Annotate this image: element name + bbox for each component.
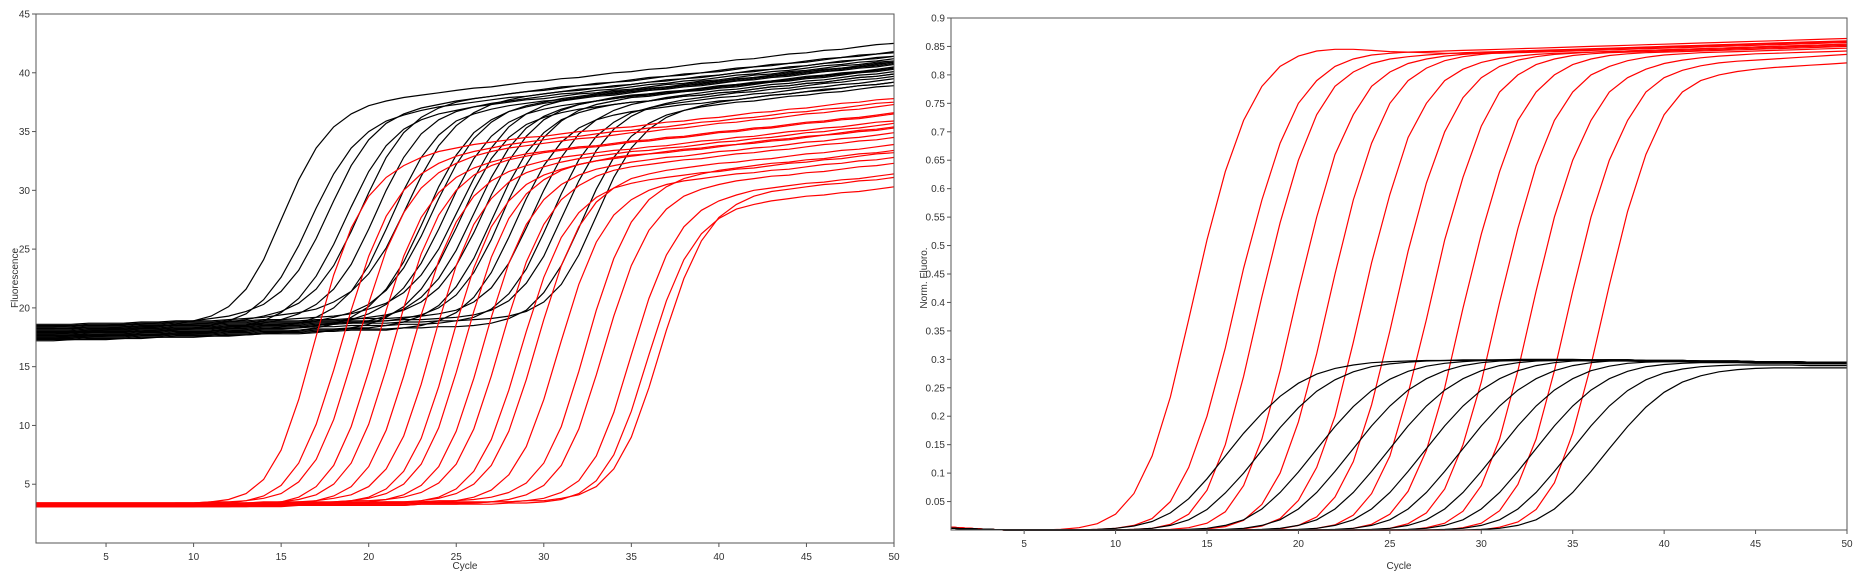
plot-frame: [950, 17, 1848, 531]
x-axis-label: Cycle: [452, 561, 477, 572]
amplification-curve: [950, 40, 1848, 531]
chart-panel-left: 5 10 15 20 25 30 35 40 45 5 10 15 20 25 30 35 40 45 50 Cy…: [0, 0, 900, 575]
amplification-curve: [950, 40, 1848, 531]
amplification-curve: [36, 75, 895, 330]
x-tick-label: 50: [1841, 539, 1853, 550]
x-tick-label: 15: [1201, 539, 1213, 550]
y-tick-label: 0.55: [926, 213, 946, 224]
x-tick-label: 45: [1750, 539, 1762, 550]
x-tick-label: 5: [103, 552, 109, 563]
amplification-curve: [36, 73, 895, 341]
x-tick-label: 40: [713, 552, 725, 563]
x-tick-label: 40: [1659, 539, 1671, 550]
y-axis-label: Norm. Fluoro.: [919, 247, 930, 308]
amplification-curve: [36, 85, 895, 338]
y-tick-label: 35: [19, 127, 31, 138]
y-tick-label: 0.35: [926, 326, 946, 337]
x-tick-label: 25: [451, 552, 463, 563]
y-tick-label: 0.25: [926, 383, 946, 394]
y-tick-label: 0.7: [931, 127, 945, 138]
y-tick-label: 20: [19, 303, 31, 314]
amplification-curve: [36, 61, 895, 327]
x-tick-label: 5: [1021, 539, 1027, 550]
amplification-curve: [36, 68, 895, 331]
amplification-curve: [950, 359, 1847, 531]
y-tick-label: 0.75: [926, 99, 946, 110]
x-tick-label: 45: [801, 552, 813, 563]
amplification-curve: [36, 78, 895, 335]
x-axis-label: Cycle: [1386, 561, 1411, 572]
x-tick-label: 10: [1110, 539, 1122, 550]
x-tick-label: 30: [1476, 539, 1488, 550]
amplification-curve: [36, 176, 895, 504]
amplification-curve: [950, 359, 1847, 531]
y-tick-label: 0.9: [931, 14, 945, 25]
amplification-curve: [36, 66, 895, 329]
amplification-curve: [36, 81, 895, 332]
y-tick-label: 0.6: [931, 184, 945, 195]
amplification-curve: [36, 63, 895, 342]
y-tick-label: 0.05: [926, 497, 946, 508]
y-tick-label: 0.4: [931, 298, 945, 309]
x-tick-label: 20: [1293, 539, 1305, 550]
y-tick-label: 0.5: [931, 241, 945, 252]
plot-frame: [35, 13, 895, 544]
y-tick-label: 15: [19, 362, 31, 373]
y-tick-label: 10: [19, 421, 31, 432]
amplification-curve: [36, 127, 895, 508]
x-tick-label: 10: [188, 552, 200, 563]
amplification-curve: [36, 67, 895, 334]
amplification-curve: [950, 361, 1848, 531]
x-tick-label: 50: [888, 552, 900, 563]
amplification-curve: [950, 359, 1847, 531]
amplification-curve: [950, 362, 1847, 531]
amplification-curve: [950, 367, 1847, 531]
x-tick-label: 15: [276, 552, 288, 563]
x-tick-label: 35: [1567, 539, 1579, 550]
y-tick-label: 0.3: [931, 355, 945, 366]
y-tick-label: 0.2: [931, 412, 945, 423]
y-tick-label: 40: [19, 68, 31, 79]
y-tick-label: 0.85: [926, 42, 946, 53]
x-tick-label: 25: [1384, 539, 1396, 550]
y-tick-label: 0.45: [926, 270, 946, 281]
amplification-curve: [36, 173, 895, 505]
y-tick-label: 0.8: [931, 70, 945, 81]
y-tick-label: 25: [19, 245, 31, 256]
y-tick-label: 45: [19, 10, 31, 21]
y-tick-label: 0.1: [931, 469, 945, 480]
amplification-curve: [36, 55, 895, 325]
y-tick-label: 5: [24, 480, 30, 491]
x-tick-label: 35: [626, 552, 638, 563]
chart-panel-right: 0.05 0.1 0.15 0.2 0.25 0.3 0.35 0.4 0.45 0.5 0.55 0…: [913, 0, 1853, 575]
fluorescence-chart: 5 10 15 20 25 30 35 40 45 5 10 15 20 25 30 35 40 45 50 Cy…: [10, 10, 900, 573]
x-tick-label: 20: [363, 552, 375, 563]
normalized-fluorescence-chart: 0.05 0.1 0.15 0.2 0.25 0.3 0.35 0.4 0.45 0.5 0.55 0…: [919, 14, 1853, 573]
amplification-curve: [36, 73, 895, 337]
amplification-curve: [950, 40, 1848, 531]
x-tick-label: 30: [538, 552, 550, 563]
amplification-curve: [950, 37, 1848, 531]
amplification-curve: [950, 359, 1847, 531]
amplification-curve: [950, 43, 1848, 531]
amplification-curve: [950, 364, 1847, 531]
y-tick-label: 0.15: [926, 440, 946, 451]
amplification-curve: [950, 62, 1848, 531]
y-axis-label: Fluorescence: [10, 248, 21, 308]
amplification-curve: [950, 44, 1848, 531]
y-tick-label: 30: [19, 186, 31, 197]
amplification-curve: [950, 359, 1847, 531]
y-tick-label: 0.65: [926, 156, 946, 167]
amplification-curve: [950, 41, 1848, 531]
amplification-curve: [36, 71, 895, 328]
amplification-curve: [36, 101, 895, 506]
amplification-curve: [36, 52, 895, 328]
amplification-curve: [950, 359, 1847, 531]
amplification-curve: [36, 186, 895, 506]
amplification-curve: [950, 43, 1848, 531]
amplification-curve: [36, 42, 895, 334]
amplification-curve: [950, 358, 1847, 531]
amplification-curve: [950, 45, 1848, 531]
